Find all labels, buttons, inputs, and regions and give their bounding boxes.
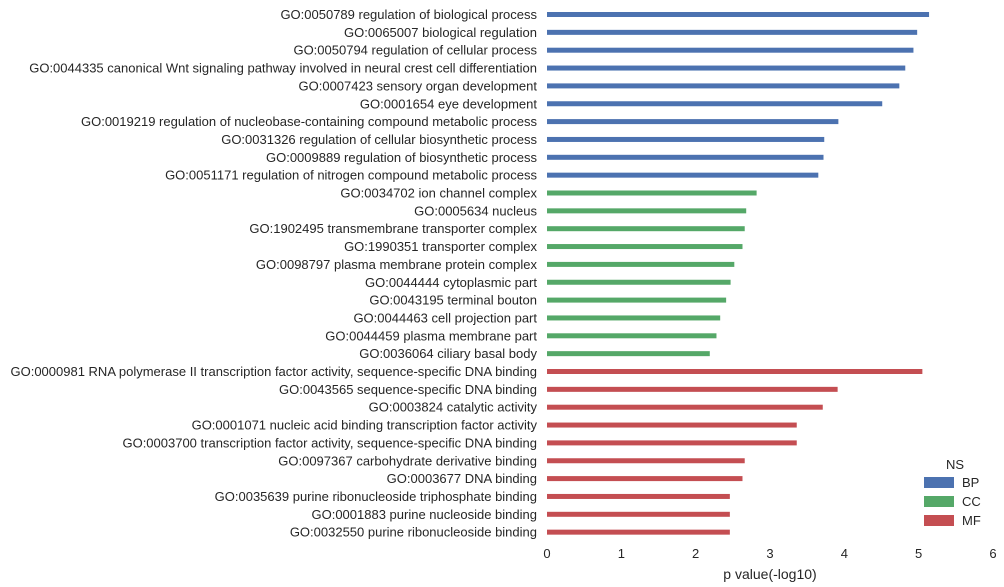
- category-label: GO:0003824 catalytic activity: [369, 400, 538, 415]
- category-label: GO:0001883 purine nucleoside binding: [311, 507, 537, 522]
- bar-cc: [547, 190, 757, 196]
- bar-cc: [547, 315, 721, 321]
- category-label: GO:0097367 carbohydrate derivative bindi…: [278, 453, 537, 468]
- category-label: GO:0009889 regulation of biosynthetic pr…: [266, 150, 538, 165]
- category-label: GO:0044463 cell projection part: [353, 310, 537, 325]
- x-tick-label: 4: [841, 546, 848, 561]
- category-label: GO:0001654 eye development: [360, 96, 537, 111]
- category-label: GO:0034702 ion channel complex: [340, 186, 537, 201]
- bar-bp: [547, 154, 824, 160]
- bar-bp: [547, 65, 906, 71]
- legend-swatch-bp: [924, 477, 954, 488]
- category-label: GO:0044459 plasma membrane part: [325, 328, 537, 343]
- category-label: GO:0043565 sequence-specific DNA binding: [279, 382, 537, 397]
- bar-mf: [547, 529, 730, 535]
- x-tick-label: 1: [618, 546, 625, 561]
- bar-bp: [547, 47, 914, 53]
- category-label: GO:0065007 biological regulation: [344, 25, 537, 40]
- bar-bp: [547, 119, 839, 125]
- category-label: GO:0003700 transcription factor activity…: [122, 435, 537, 450]
- legend-swatch-mf: [924, 515, 954, 526]
- category-label: GO:1902495 transmembrane transporter com…: [249, 221, 537, 236]
- x-axis-title: p value(-log10): [723, 566, 816, 582]
- bar-mf: [547, 511, 730, 517]
- bar-bp: [547, 101, 883, 107]
- x-tick-label: 6: [989, 546, 996, 561]
- bar-bp: [547, 83, 900, 89]
- bar-cc: [547, 244, 743, 250]
- bar-cc: [547, 297, 727, 303]
- bar-cc: [547, 279, 731, 285]
- legend-label-cc: CC: [962, 494, 981, 509]
- bar-mf: [547, 493, 730, 499]
- legend-title: NS: [946, 457, 964, 472]
- category-label: GO:1990351 transporter complex: [344, 239, 537, 254]
- legend-swatch-cc: [924, 496, 954, 507]
- category-label: GO:0003677 DNA binding: [387, 471, 537, 486]
- category-label: GO:0044335 canonical Wnt signaling pathw…: [29, 61, 537, 76]
- category-label: GO:0007423 sensory organ development: [299, 78, 538, 93]
- x-tick-label: 5: [915, 546, 922, 561]
- bar-cc: [547, 351, 710, 357]
- category-label: GO:0035639 purine ribonucleoside triphos…: [215, 489, 537, 504]
- category-label: GO:0050789 regulation of biological proc…: [280, 7, 537, 22]
- bar-cc: [547, 333, 717, 339]
- category-label: GO:0000981 RNA polymerase II transcripti…: [10, 364, 537, 379]
- category-label: GO:0036064 ciliary basal body: [359, 346, 537, 361]
- legend: NS BP CC MF: [924, 457, 981, 528]
- legend-label-mf: MF: [962, 513, 981, 528]
- x-tick-label: 0: [543, 546, 550, 561]
- category-label: GO:0098797 plasma membrane protein compl…: [256, 257, 538, 272]
- x-tick-label: 3: [766, 546, 773, 561]
- category-label: GO:0001071 nucleic acid binding transcri…: [192, 418, 538, 433]
- bar-bp: [547, 29, 918, 35]
- category-label: GO:0050794 regulation of cellular proces…: [293, 43, 537, 58]
- bar-mf: [547, 476, 743, 482]
- bar-mf: [547, 386, 838, 392]
- x-tick-label: 2: [692, 546, 699, 561]
- category-label: GO:0044444 cytoplasmic part: [365, 275, 537, 290]
- bar-bp: [547, 12, 930, 17]
- bar-mf: [547, 458, 745, 464]
- bar-mf: [547, 440, 797, 446]
- bar-mf: [547, 404, 823, 410]
- legend-label-bp: BP: [962, 475, 979, 490]
- category-label: GO:0019219 regulation of nucleobase-cont…: [81, 114, 538, 129]
- x-axis-ticks: 0 1 2 3 4 5 6: [543, 546, 996, 561]
- bar-bp: [547, 136, 825, 142]
- bar-bp: [547, 172, 819, 178]
- bars: [547, 12, 930, 535]
- category-label: GO:0051171 regulation of nitrogen compou…: [165, 168, 537, 183]
- category-label: GO:0005634 nucleus: [414, 203, 537, 218]
- bar-cc: [547, 226, 745, 232]
- bar-cc: [547, 261, 735, 267]
- category-label: GO:0043195 terminal bouton: [369, 293, 537, 308]
- category-label: GO:0031326 regulation of cellular biosyn…: [221, 132, 537, 147]
- category-labels: GO:0050789 regulation of biological proc…: [10, 7, 537, 540]
- bar-cc: [547, 208, 747, 214]
- bar-mf: [547, 369, 923, 374]
- bar-mf: [547, 422, 797, 428]
- category-label: GO:0032550 purine ribonucleoside binding: [290, 525, 537, 540]
